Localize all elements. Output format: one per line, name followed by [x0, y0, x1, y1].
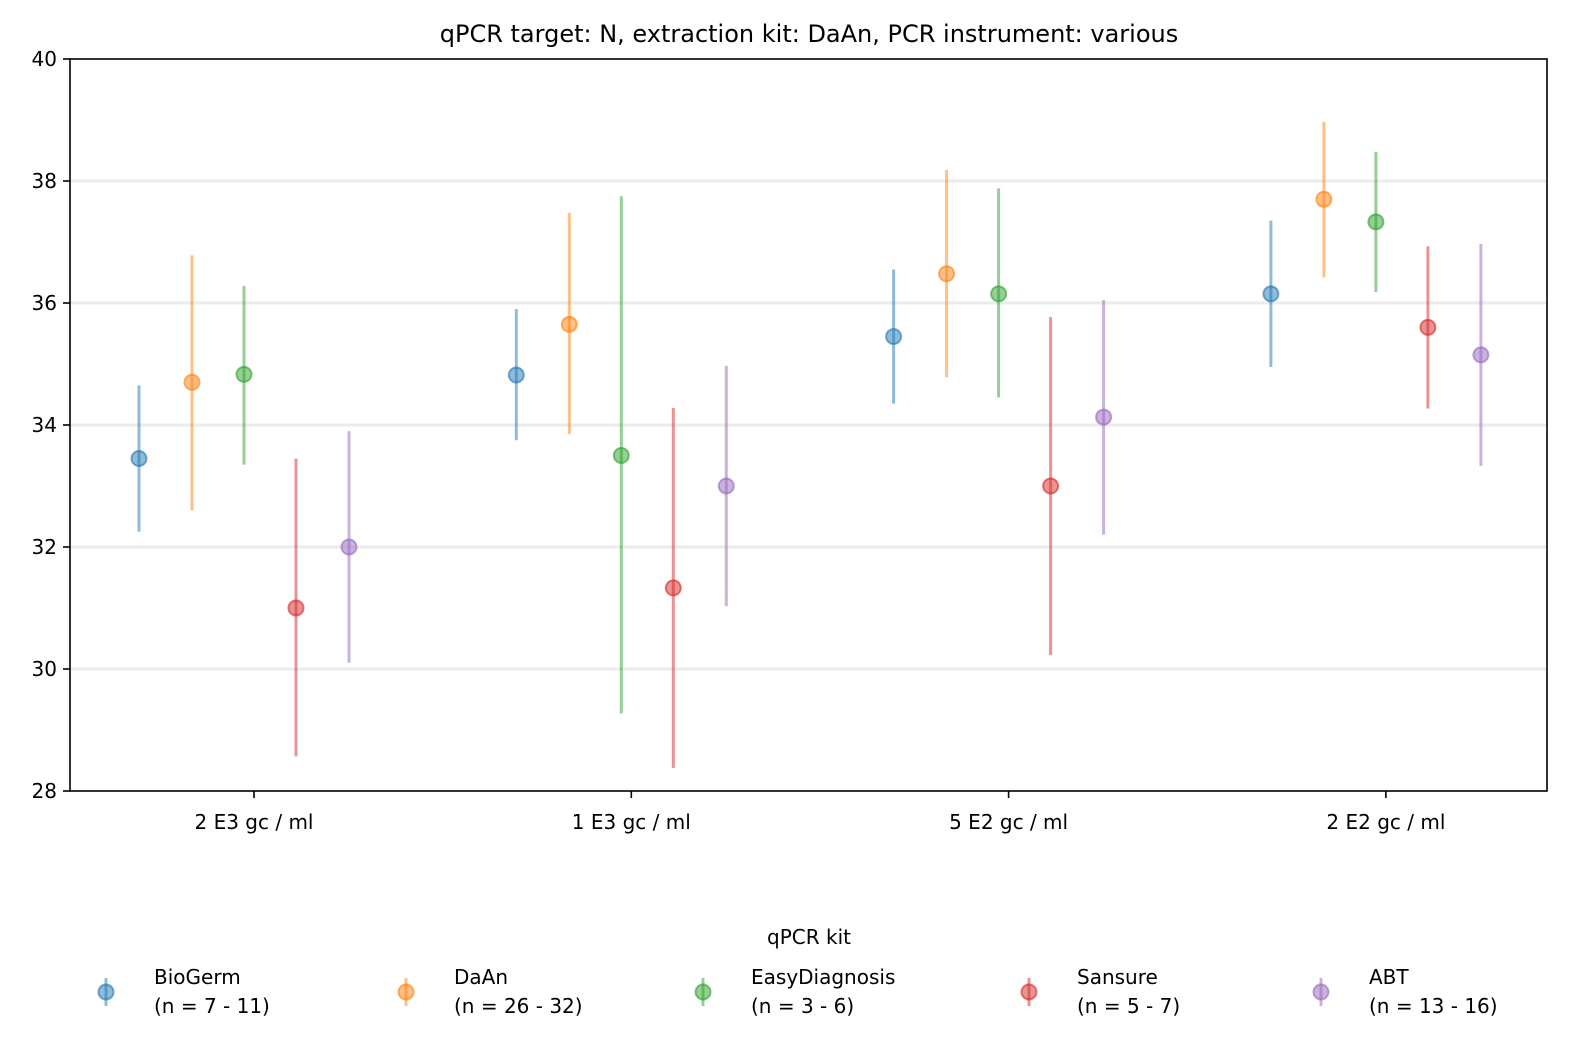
data-point-easydiagnosis: [235, 365, 253, 383]
data-point-daan: [1315, 190, 1333, 208]
y-tick-label: 36: [32, 291, 57, 315]
y-tick-label: 34: [32, 413, 57, 437]
data-point-abt: [1472, 346, 1490, 364]
data-point-easydiagnosis: [1367, 213, 1385, 231]
data-marks: [130, 121, 1490, 768]
x-tick-label: 5 E2 gc / ml: [949, 810, 1068, 834]
data-point-sansure: [287, 599, 305, 617]
legend-count: (n = 3 - 6): [751, 994, 854, 1018]
data-point-abt: [717, 477, 735, 495]
data-point-daan: [938, 265, 956, 283]
legend-marker: [397, 983, 415, 1001]
legend-marker: [694, 983, 712, 1001]
data-point-sansure: [1419, 318, 1437, 336]
x-tick-label: 1 E3 gc / ml: [572, 810, 691, 834]
legend-label: Sansure: [1077, 965, 1158, 989]
legend-count: (n = 13 - 16): [1369, 994, 1498, 1018]
legend-label: EasyDiagnosis: [751, 965, 895, 989]
legend: qPCR kit BioGerm (n = 7 - 11) DaAn (n = 26 …: [97, 925, 1498, 1018]
y-tick-label: 32: [32, 535, 57, 559]
x-tick-label: 2 E2 gc / ml: [1326, 810, 1445, 834]
legend-count: (n = 5 - 7): [1077, 994, 1180, 1018]
axes: 28 30 32 34 36 38 40 2 E3 gc / ml 1 E3 gc / ml 5 …: [32, 47, 1548, 834]
data-point-biogerm: [130, 450, 148, 468]
data-point-easydiagnosis: [990, 285, 1008, 303]
grid-lines: [70, 179, 1547, 671]
legend-label: ABT: [1369, 965, 1409, 989]
legend-marker: [1020, 983, 1038, 1001]
data-point-sansure: [1042, 477, 1060, 495]
data-point-biogerm: [1262, 285, 1280, 303]
data-point-daan: [560, 315, 578, 333]
chart-title: qPCR target: N, extraction kit: DaAn, PC…: [440, 20, 1179, 48]
data-point-sansure: [664, 579, 682, 597]
legend-label: DaAn: [454, 965, 508, 989]
data-point-abt: [340, 538, 358, 556]
y-tick-label: 40: [32, 47, 57, 71]
legend-marker: [1312, 983, 1330, 1001]
data-point-abt: [1095, 408, 1113, 426]
data-point-biogerm: [885, 328, 903, 346]
legend-marker: [97, 983, 115, 1001]
data-point-easydiagnosis: [612, 447, 630, 464]
legend-count: (n = 7 - 11): [154, 994, 270, 1018]
legend-count: (n = 26 - 32): [454, 994, 583, 1018]
y-tick-label: 38: [32, 169, 57, 193]
data-point-biogerm: [507, 366, 525, 384]
legend-label: BioGerm: [154, 965, 241, 989]
x-tick-label: 2 E3 gc / ml: [195, 810, 314, 834]
data-point-daan: [183, 373, 201, 391]
legend-title: qPCR kit: [767, 925, 851, 949]
y-tick-label: 30: [32, 657, 57, 681]
y-tick-label: 28: [32, 779, 57, 803]
